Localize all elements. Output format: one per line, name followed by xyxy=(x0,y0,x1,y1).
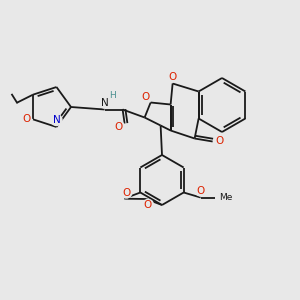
Text: O: O xyxy=(169,71,177,82)
Circle shape xyxy=(51,115,62,125)
Text: O: O xyxy=(196,185,205,196)
Circle shape xyxy=(20,114,32,125)
Text: O: O xyxy=(142,92,150,103)
Circle shape xyxy=(121,187,132,198)
Circle shape xyxy=(214,136,225,147)
Circle shape xyxy=(167,71,178,82)
Text: O: O xyxy=(215,136,224,146)
Text: O: O xyxy=(115,122,123,131)
Circle shape xyxy=(140,92,151,103)
Circle shape xyxy=(142,200,154,211)
Circle shape xyxy=(99,97,110,108)
Text: Me: Me xyxy=(219,193,232,202)
Text: N: N xyxy=(101,98,109,107)
Text: H: H xyxy=(109,91,116,100)
Text: N: N xyxy=(52,115,60,125)
Text: O: O xyxy=(144,200,152,210)
Text: O: O xyxy=(122,188,130,197)
Text: O: O xyxy=(22,114,30,124)
Circle shape xyxy=(113,121,124,132)
Circle shape xyxy=(195,185,206,196)
